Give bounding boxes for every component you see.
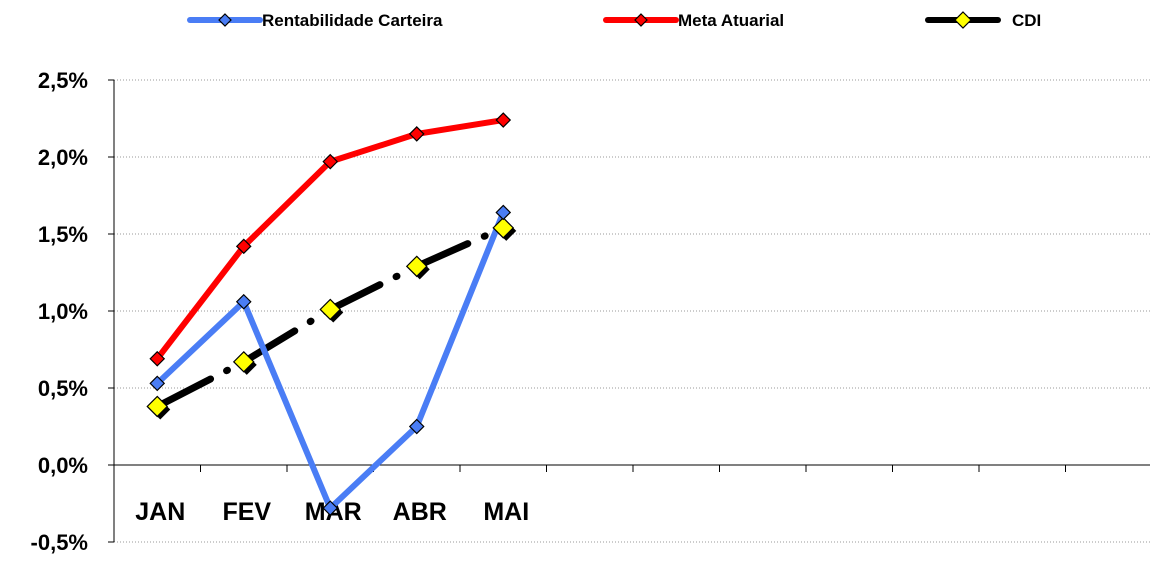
data-point	[495, 112, 512, 128]
data-point	[235, 293, 252, 310]
data-point	[634, 13, 648, 27]
series	[146, 112, 517, 516]
x-category-label: JAN	[135, 498, 185, 526]
x-category-label: MAI	[483, 498, 529, 526]
legend: Rentabilidade Carteira Meta Atuarial CDI	[187, 11, 1041, 30]
data-point	[408, 126, 425, 142]
y-axis-ticks: -0,5% 0,0% 0,5% 1,0% 1,5% 2,0% 2,5%	[31, 68, 88, 555]
y-tick-label: -0,5%	[31, 530, 88, 555]
data-point	[319, 298, 342, 321]
data-point	[322, 500, 339, 516]
series-line	[154, 209, 507, 512]
y-tick-label: 1,5%	[38, 222, 88, 247]
x-category-label: ABR	[393, 498, 447, 526]
data-point	[232, 350, 255, 373]
data-point	[322, 153, 339, 170]
data-point	[408, 418, 425, 435]
legend-label: Meta Atuarial	[678, 11, 784, 30]
data-point	[149, 375, 166, 392]
data-point	[218, 13, 232, 27]
y-tick-label: 2,0%	[38, 145, 88, 170]
legend-label: CDI	[1012, 11, 1041, 30]
data-point	[492, 216, 515, 239]
data-point	[235, 238, 252, 255]
gridlines	[114, 79, 1150, 543]
axes	[108, 79, 1150, 543]
y-tick-label: 2,5%	[38, 68, 88, 93]
data-point	[495, 204, 512, 221]
data-point	[405, 255, 428, 278]
y-tick-label: 1,0%	[38, 299, 88, 324]
y-tick-label: 0,5%	[38, 376, 88, 401]
legend-label: Rentabilidade Carteira	[262, 11, 443, 30]
data-point	[146, 395, 169, 418]
data-point	[149, 350, 166, 367]
y-tick-label: 0,0%	[38, 453, 88, 478]
data-point	[954, 11, 972, 29]
x-category-label: FEV	[222, 498, 271, 526]
x-axis-categories: JANFEVMARABRMAI	[135, 498, 529, 526]
